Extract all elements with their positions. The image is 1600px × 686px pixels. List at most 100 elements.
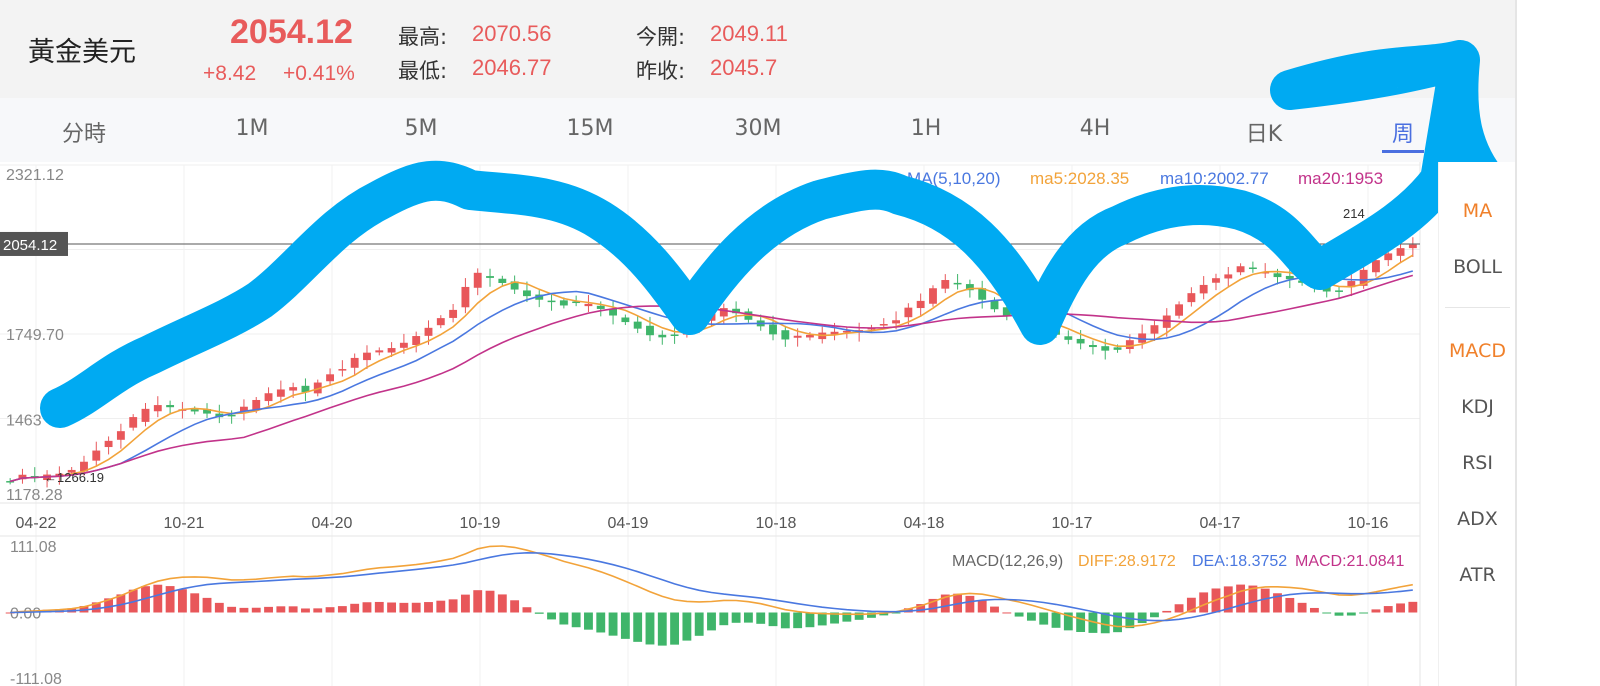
tab-1m[interactable]: 1M xyxy=(235,116,269,141)
candle-body xyxy=(1236,266,1245,273)
macd-histogram-bar xyxy=(1334,612,1344,616)
low-value: 2046.77 xyxy=(472,55,552,80)
candle-body xyxy=(1322,284,1331,292)
candle-body xyxy=(1408,244,1417,249)
candle-body xyxy=(473,272,482,288)
high-marker-label: 214 xyxy=(1343,206,1365,221)
macd-histogram-bar xyxy=(620,612,630,639)
candle-body xyxy=(855,330,864,333)
candle-body xyxy=(695,320,704,329)
indicator-ma[interactable]: MA xyxy=(1462,200,1493,222)
candle-body xyxy=(535,294,544,300)
macd-histogram-bar xyxy=(1285,597,1295,613)
tab-5m[interactable]: 5M xyxy=(404,116,438,141)
indicator-divider xyxy=(1445,307,1510,308)
macd-histogram-bar xyxy=(842,612,852,622)
macd-histogram-bar xyxy=(116,594,126,613)
candle-body xyxy=(1052,328,1060,335)
candle-body xyxy=(719,308,728,317)
candle-body xyxy=(1125,340,1134,349)
candle-body xyxy=(756,320,765,327)
candle-body xyxy=(1224,274,1233,279)
macd-histogram-bar xyxy=(54,609,64,613)
macd-histogram-bar xyxy=(1150,612,1159,618)
candle-body xyxy=(436,318,445,326)
tab-timeshare[interactable]: 分時 xyxy=(61,122,107,147)
macd-histogram-bar xyxy=(141,586,150,613)
candle-body xyxy=(387,348,396,353)
x-tick-label: 04-18 xyxy=(904,515,945,532)
candle-body xyxy=(1175,304,1184,316)
macd-histogram-bar xyxy=(1260,588,1270,613)
tab-30m[interactable]: 30M xyxy=(734,116,782,141)
candle-body xyxy=(363,352,371,361)
x-tick-label: 04-19 xyxy=(608,515,649,532)
macd-histogram-bar xyxy=(1236,584,1246,613)
macd-histogram-bar xyxy=(1137,612,1147,624)
indicator-macd[interactable]: MACD xyxy=(1449,340,1506,362)
indicator-boll[interactable]: BOLL xyxy=(1453,256,1502,278)
macd-histogram-bar xyxy=(1076,612,1086,632)
candle-body xyxy=(990,300,999,310)
macd-histogram-bar xyxy=(1248,585,1258,613)
candle-body xyxy=(547,300,556,303)
candle-body xyxy=(633,321,642,329)
macd-histogram-bar xyxy=(485,590,495,613)
macd-histogram-bar xyxy=(177,589,187,613)
macd-histogram-bar xyxy=(891,612,901,614)
macd-histogram-bar xyxy=(719,612,729,626)
macd-histogram-bar xyxy=(854,612,864,620)
macd-histogram-bar xyxy=(1026,612,1036,621)
candle-body xyxy=(80,461,88,472)
x-tick-label: 04-17 xyxy=(1200,515,1241,532)
x-tick-label: 10-19 xyxy=(460,515,501,532)
tab-1h[interactable]: 1H xyxy=(910,116,942,141)
macd-histogram-bar xyxy=(608,612,618,636)
candle-body xyxy=(1248,267,1257,270)
candle-body xyxy=(1101,346,1110,351)
candle-body xyxy=(301,385,310,393)
candle-body xyxy=(215,413,224,418)
indicator-adx[interactable]: ADX xyxy=(1457,508,1498,530)
ma20-line xyxy=(9,274,1414,483)
candle-body xyxy=(104,440,113,448)
candle-body xyxy=(1138,333,1147,343)
macd-histogram-bar xyxy=(547,612,556,620)
indicator-atr[interactable]: ATR xyxy=(1459,564,1496,586)
candle-body xyxy=(1396,248,1405,256)
macd-histogram-bar xyxy=(239,607,249,613)
macd-histogram-bar xyxy=(1125,612,1135,629)
indicator-kdj[interactable]: KDJ xyxy=(1461,396,1494,418)
macd-histogram-bar xyxy=(940,594,950,613)
tab-15m[interactable]: 15M xyxy=(566,116,614,141)
candle-body xyxy=(867,327,876,330)
y-tick-label: 1463 xyxy=(6,413,42,430)
candle-body xyxy=(572,301,581,304)
candle-body xyxy=(412,336,421,346)
candle-body xyxy=(1285,275,1294,280)
macd-histogram-bar xyxy=(1371,609,1381,613)
candle-body xyxy=(116,431,125,440)
candle-body xyxy=(744,311,753,320)
indicator-rsi[interactable]: RSI xyxy=(1462,452,1493,474)
candle-body xyxy=(892,320,901,324)
macd-histogram-bar xyxy=(694,612,704,636)
candle-body xyxy=(141,408,150,422)
candle-body xyxy=(707,313,716,321)
macd-histogram-bar xyxy=(1088,612,1098,633)
tab-4h[interactable]: 4H xyxy=(1079,116,1111,141)
macd-dea-line xyxy=(10,551,1413,622)
macd-histogram-bar xyxy=(1396,603,1405,613)
macd-histogram-bar xyxy=(1162,610,1172,613)
macd-histogram-bar xyxy=(965,595,975,613)
macd-histogram-bar xyxy=(1322,612,1332,614)
timeframe-tabs: 分時 1M 5M 15M 30M 1H 4H 日K 周 xyxy=(0,98,1515,163)
macd-histogram-bar xyxy=(1408,601,1418,613)
tab-daily[interactable]: 日K xyxy=(1245,122,1283,147)
macd-histogram-bar xyxy=(1359,612,1369,614)
plot-background xyxy=(0,162,1438,686)
candle-body xyxy=(559,300,568,306)
current-price: 2054.12 xyxy=(230,13,353,51)
tab-weekly[interactable]: 周 xyxy=(1391,122,1415,147)
candle-body xyxy=(1347,281,1356,288)
